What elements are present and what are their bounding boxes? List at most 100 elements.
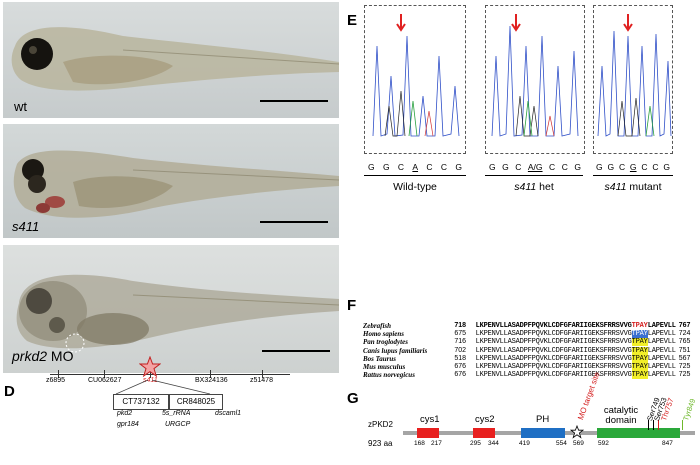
seq-letter: C	[618, 162, 626, 172]
scale-bar-a	[260, 100, 328, 102]
sequence-prefix: LKPENVLLASADPFPQVKLCDFGFARIIGEKSFRRSVVG	[475, 346, 632, 355]
seq-letter: G	[489, 162, 496, 172]
s411-star-icon	[139, 356, 161, 378]
species-name: Mus musculus	[363, 363, 406, 372]
domain-ph-end: 554	[556, 440, 567, 447]
seq-letter: C	[652, 162, 659, 172]
site-tyr849: Tyr849	[681, 397, 698, 423]
start-position: 518	[454, 354, 467, 362]
clone-ct737132: CT737132	[113, 394, 169, 410]
seq-letter: C	[561, 162, 568, 172]
scale-bar-c	[262, 350, 330, 352]
seq-letter: C	[515, 162, 522, 172]
sequence-prefix: LKPENVLLASADPFPQVKLCDFGFARIIGEKSFRRSVVG	[475, 330, 632, 339]
site-tick-tyr849	[682, 420, 683, 430]
marker-tick-3	[150, 370, 151, 378]
marker-bx324136: BX324136	[195, 377, 228, 384]
domain-ph	[521, 428, 565, 438]
species-name: Canis lupus familiaris	[363, 346, 428, 355]
alignment-row: Zebrafish 718 LKPENVLLASADPFPQVKLCDFGFARII…	[363, 322, 700, 330]
sequence-motif: TPAY	[631, 346, 648, 355]
mo-site-star-icon	[570, 425, 584, 439]
panel-letter-d: D	[4, 383, 15, 400]
sequence-motif: TPAY	[631, 354, 648, 363]
sequence-suffix: LAPEVLL	[647, 322, 676, 330]
seq-letter: G	[368, 162, 375, 172]
end-position: 751	[678, 346, 691, 354]
caption-wild-type: Wild-type	[393, 181, 437, 193]
domain-cys1-start: 168	[414, 440, 425, 447]
alignment-row: Homo sapiens 675 LKPENVLLASADPFPQVKLCDFGFA…	[363, 330, 700, 339]
start-position: 676	[454, 371, 467, 379]
sequence: LKPENVLLASADPFPQVKLCDFGFARIIGEKSFRRSVVGT…	[476, 371, 679, 380]
domain-cys2-start: 295	[470, 440, 481, 447]
sequence-suffix: LAPEVLL	[647, 338, 676, 347]
chromatogram-mutant	[593, 5, 673, 154]
clone-cr848025: CR848025	[169, 394, 223, 410]
sequence: LKPENVLLASADPFPQVKLCDFGFARIIGEKSFRRSVVGT…	[476, 338, 679, 347]
sequence: LKPENVLLASADPFPQVKLCDFGFARIIGEKSFRRSVVGT…	[476, 322, 679, 330]
chromatogram-wt	[364, 5, 466, 154]
seq-letter: G	[382, 162, 390, 172]
end-position: 725	[678, 363, 691, 371]
start-position: 702	[454, 346, 467, 354]
alignment-row: Rattus norvegicus 676 LKPENVLLASADPFPQVKLC…	[363, 371, 700, 380]
domain-cys1	[417, 428, 439, 438]
sequence-motif: TPAY	[631, 322, 648, 330]
gene-urgcp: URGCP	[165, 421, 191, 428]
seq-letters-wt: G G C A C C G	[368, 162, 462, 172]
alignment-table: Zebrafish 718 LKPENVLLASADPFPQVKLCDFGFARII…	[363, 322, 700, 380]
seq-letter: G	[455, 162, 462, 172]
alignment-row: Pan troglodytes 716 LKPENVLLASADPFPQVKLCDF…	[363, 338, 700, 347]
caption-s411-mutant: s411 mutant	[604, 181, 662, 193]
species-name: Rattus norvegicus	[363, 371, 415, 380]
sequence-suffix: LAPEVLL	[647, 354, 676, 363]
seq-letter: G	[663, 162, 670, 172]
chromatogram-het	[485, 5, 585, 154]
marker-s411: s411	[143, 377, 158, 384]
seq-letter-mutated: A/G	[527, 162, 543, 172]
gene-5s-rrna: 5s_rRNA	[162, 410, 191, 417]
marker-z6895: z6895	[46, 377, 66, 384]
domain-cys2-label: cys2	[475, 414, 495, 425]
end-position: 765	[678, 338, 691, 346]
sequence: LKPENVLLASADPFPQVKLCDFGFARIIGEKSFRRSVVGT…	[475, 346, 679, 355]
species-name: Zebrafish	[363, 322, 391, 330]
sequence: LKPENVLLASADPFPQVKLCDFGFARIIGEKSFRRSVVGT…	[475, 330, 679, 339]
wt-larva-image	[3, 2, 339, 118]
marker-tick-4	[210, 370, 211, 378]
chromosome-line	[50, 374, 290, 375]
species-name: Pan troglodytes	[363, 338, 408, 347]
gene-gpr184: gpr184	[117, 421, 139, 428]
seq-letter-mutated: A	[412, 162, 419, 172]
sequence-suffix: LAPEVLL	[647, 330, 676, 339]
alignment-row: Mus musculus 676 LKPENVLLASADPFPQVKLCDFGFA…	[363, 363, 700, 372]
alignment-row: Bos Taurus 518 LKPENVLLASADPFPQVKLCDFGFARI…	[363, 354, 700, 363]
start-position: 718	[454, 322, 467, 329]
gene-pkd2: pkd2	[117, 410, 133, 417]
sequence-suffix: LAPEVLL	[647, 363, 676, 372]
domain-cys1-label: cys1	[420, 414, 440, 425]
s411-label: s411	[12, 219, 40, 234]
seq-letter: G	[596, 162, 603, 172]
scale-bar-b	[260, 221, 328, 223]
domain-catalytic-label: catalytic domain	[603, 405, 639, 426]
domain-catalytic-start: 592	[598, 440, 609, 447]
marker-cu062627: CU062627	[88, 377, 122, 384]
prkd2-mo-label: prkd2 MO	[12, 348, 74, 364]
start-position: 716	[454, 338, 467, 346]
seq-letters-het: G G C A/G C C G	[489, 162, 581, 172]
sequence-motif: TPAY	[631, 330, 648, 339]
site-tick-ser753	[653, 420, 654, 430]
seq-letter-mutated: G	[629, 162, 637, 172]
marker-z51478: z51478	[250, 377, 273, 384]
protein-name: zPKD2	[368, 420, 393, 429]
domain-catalytic	[597, 428, 680, 438]
sequence-motif: TPAY	[631, 338, 648, 347]
s411-larva-image	[3, 124, 339, 238]
sequence-prefix: LKPENVLLASADPFPQVKLCDFGFARIIGEKSFRRSVVG	[475, 322, 632, 330]
sequence-prefix: LKPENVLLASADPFPQVKLCDFGFARIIGEKSFRRSVVG	[475, 363, 632, 372]
seq-letter: C	[440, 162, 447, 172]
zoom-lines	[115, 380, 211, 395]
sequence: LKPENVLLASADPFPQVKLCDFGFARIIGEKSFRRSVVGT…	[476, 354, 679, 363]
